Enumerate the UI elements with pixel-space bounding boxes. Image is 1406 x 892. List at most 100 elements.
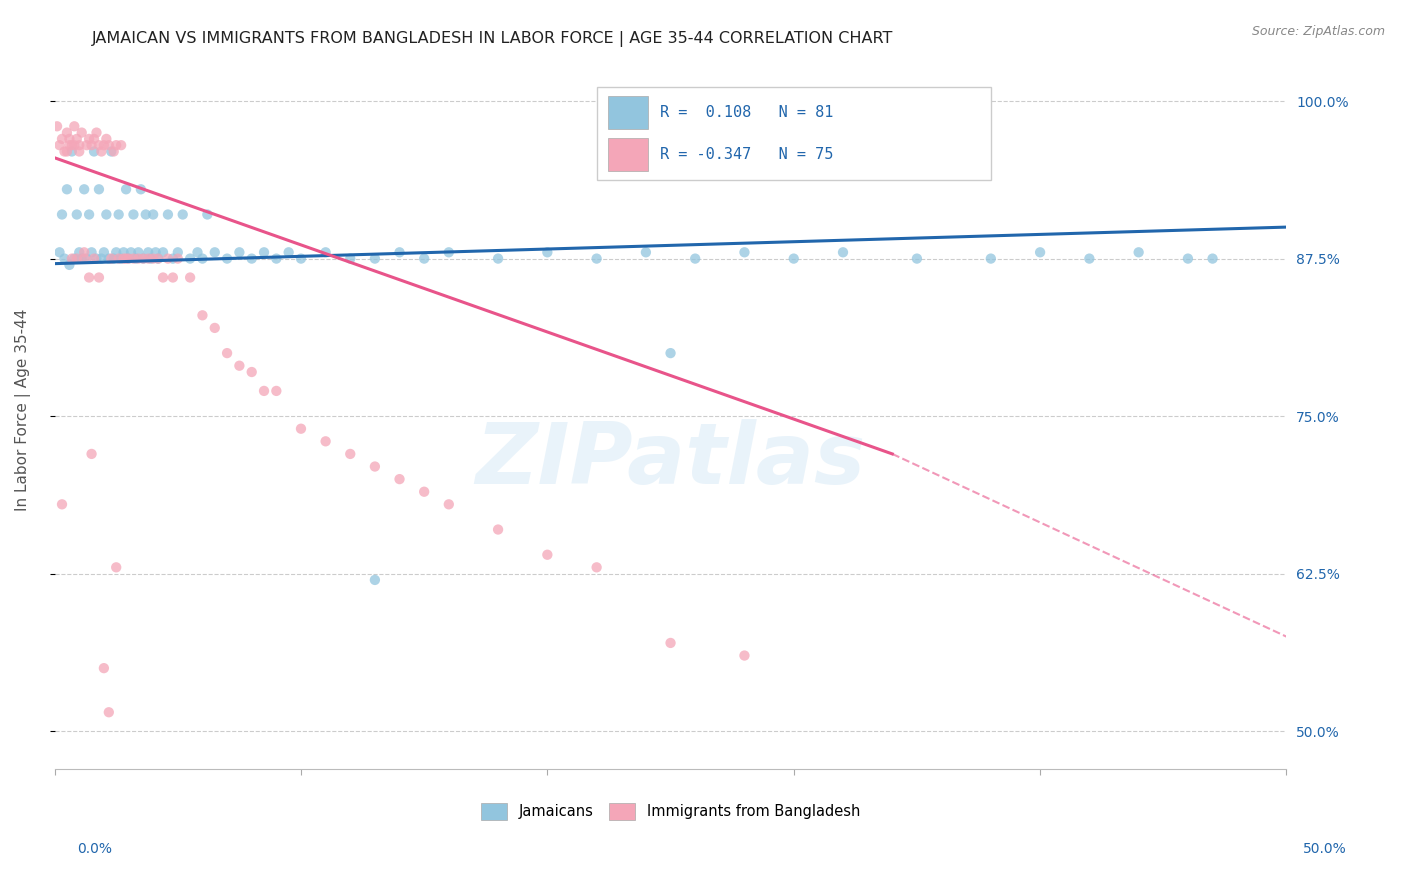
Point [56, 182, 79, 196]
Point [76, 138, 98, 153]
Point [58, 258, 80, 272]
Y-axis label: In Labor Force | Age 35-44: In Labor Force | Age 35-44 [15, 309, 31, 511]
Point [127, 252, 149, 266]
Point [97, 138, 120, 153]
Point [146, 252, 169, 266]
Point [204, 321, 226, 335]
Point [97, 252, 120, 266]
Point [364, 459, 387, 474]
Point [60, 138, 83, 153]
Point [388, 472, 411, 486]
Point [585, 560, 607, 574]
Point [1029, 245, 1052, 260]
Point [63, 252, 86, 266]
Point [60, 252, 83, 266]
Point [253, 245, 276, 260]
Point [93, 245, 115, 260]
Point [179, 252, 201, 266]
Point [204, 245, 226, 260]
Text: 0.0%: 0.0% [77, 842, 111, 856]
Point [115, 182, 138, 196]
Legend: Jamaicans, Immigrants from Bangladesh: Jamaicans, Immigrants from Bangladesh [475, 797, 866, 826]
Point [103, 145, 125, 159]
Point [145, 245, 167, 260]
Point [437, 245, 460, 260]
Point [659, 636, 682, 650]
Point [1128, 245, 1150, 260]
Point [536, 548, 558, 562]
Point [73, 182, 96, 196]
Point [156, 252, 179, 266]
Point [87, 270, 110, 285]
Point [195, 207, 218, 221]
Point [100, 252, 122, 266]
Point [339, 252, 361, 266]
Point [107, 207, 129, 221]
Text: Source: ZipAtlas.com: Source: ZipAtlas.com [1251, 25, 1385, 38]
Point [179, 270, 201, 285]
Point [905, 252, 928, 266]
Point [783, 252, 806, 266]
Point [63, 138, 86, 153]
Point [87, 182, 110, 196]
Point [56, 126, 79, 140]
Point [980, 252, 1002, 266]
Point [67, 245, 90, 260]
Point [486, 523, 509, 537]
Point [83, 145, 105, 159]
Point [48, 245, 70, 260]
Point [315, 245, 337, 260]
Point [122, 252, 145, 266]
Point [166, 245, 188, 260]
Point [135, 207, 157, 221]
Point [339, 447, 361, 461]
Point [97, 705, 120, 719]
Point [66, 132, 89, 146]
Point [733, 245, 755, 260]
Point [66, 207, 89, 221]
Point [80, 138, 103, 153]
Point [1078, 252, 1101, 266]
Point [228, 245, 250, 260]
Point [136, 252, 159, 266]
Point [172, 207, 194, 221]
Point [105, 245, 128, 260]
Point [129, 182, 152, 196]
Point [536, 245, 558, 260]
Point [83, 132, 105, 146]
Point [146, 252, 169, 266]
Point [659, 346, 682, 360]
Point [364, 252, 387, 266]
Point [125, 252, 148, 266]
Point [832, 245, 855, 260]
Point [77, 207, 100, 221]
Point [486, 252, 509, 266]
Point [96, 207, 118, 221]
Point [100, 145, 122, 159]
Point [93, 138, 115, 153]
Point [388, 245, 411, 260]
Point [58, 132, 80, 146]
Point [90, 145, 112, 159]
Point [117, 252, 139, 266]
Point [136, 245, 159, 260]
Point [51, 497, 73, 511]
Point [90, 252, 112, 266]
Point [53, 145, 76, 159]
Point [162, 252, 184, 266]
Point [228, 359, 250, 373]
Point [315, 434, 337, 449]
Point [186, 245, 208, 260]
Point [110, 252, 132, 266]
Point [77, 132, 100, 146]
Point [51, 207, 73, 221]
Point [166, 252, 188, 266]
Point [290, 422, 312, 436]
Point [107, 252, 129, 266]
Point [733, 648, 755, 663]
Point [70, 252, 93, 266]
Point [56, 145, 79, 159]
Point [152, 270, 174, 285]
Point [413, 252, 436, 266]
Point [240, 252, 263, 266]
